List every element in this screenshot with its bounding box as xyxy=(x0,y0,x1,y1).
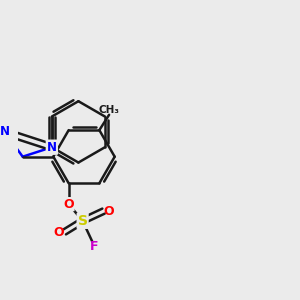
Text: N: N xyxy=(0,125,10,138)
Text: F: F xyxy=(89,240,98,253)
Text: S: S xyxy=(78,214,88,228)
Text: O: O xyxy=(63,198,74,211)
Text: O: O xyxy=(103,205,114,218)
Text: N: N xyxy=(47,141,57,154)
Text: CH₃: CH₃ xyxy=(99,105,120,115)
Text: O: O xyxy=(54,226,64,238)
